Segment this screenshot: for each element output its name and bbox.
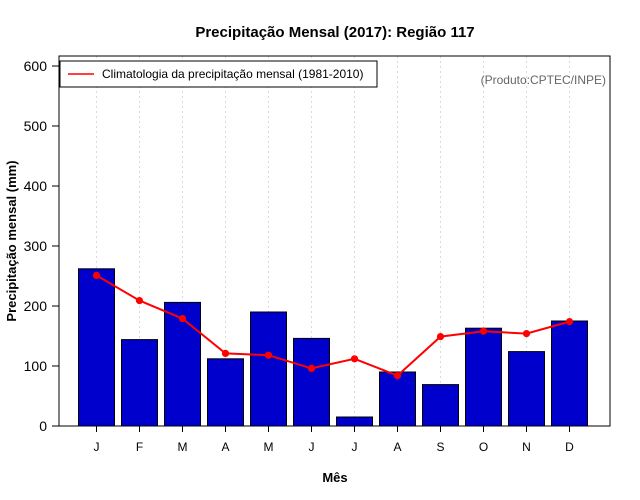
plot-frame [58,55,611,427]
bar-8 [379,371,416,427]
legend-box [59,60,378,88]
y-axis-label: Precipitação mensal (mm) [4,160,19,321]
legend: Climatologia da precipitação mensal (198… [59,60,378,88]
climatology-point-8 [393,372,402,380]
climatology-point-5 [264,351,273,359]
x-tick-label: J [309,440,315,454]
x-tick-label: O [479,440,488,454]
x-tick-label: J [352,440,358,454]
x-tick-label: F [136,440,143,454]
x-tick-label: S [436,440,444,454]
climatology-point-3 [178,315,187,323]
climatology-point-9 [436,333,445,341]
grid-lines [96,56,570,426]
bar-6 [293,337,330,427]
x-tick-label: J [94,440,100,454]
climatology-point-12 [565,318,574,326]
climatology-point-10 [479,327,488,335]
y-tick-label: 300 [24,238,48,254]
bar-11 [508,351,545,427]
climatology-point-1 [92,271,101,279]
bar-5 [250,311,287,427]
x-tick-label: M [178,440,188,454]
bar-10 [465,327,502,427]
y-axis: 0 100 200 300 400 500 600 [24,58,59,434]
x-axis-label: Mês [322,470,347,485]
y-tick-label: 0 [39,418,47,434]
x-tick-label: N [522,440,531,454]
climatology-point-4 [221,349,230,357]
source-annotation: (Produto:CPTEC/INPE) [481,73,606,87]
bar-series [78,268,588,427]
x-tick-label: D [565,440,574,454]
climatology-line [95,274,570,377]
y-tick-label: 400 [24,178,48,194]
bar-1 [78,268,115,427]
legend-label: Climatologia da precipitação mensal (198… [102,67,363,81]
bar-9 [422,384,459,427]
bar-7 [336,416,373,427]
y-tick-label: 600 [24,58,48,74]
chart-title: Precipitação Mensal (2017): Região 117 [195,24,474,41]
bar-3 [164,301,201,427]
x-tick-label: M [264,440,274,454]
climatology-point-11 [522,330,531,338]
climatology-point-7 [350,355,359,363]
bar-2 [121,339,158,427]
climatology-point-6 [307,364,316,372]
x-tick-label: A [393,440,401,454]
climatology-line-series [92,271,574,380]
bar-4 [207,358,244,427]
climatology-point-2 [135,297,144,305]
y-tick-label: 500 [24,118,48,134]
y-tick-label: 100 [24,358,48,374]
bar-12 [551,320,588,427]
x-tick-label: A [221,440,229,454]
y-tick-label: 200 [24,298,48,314]
